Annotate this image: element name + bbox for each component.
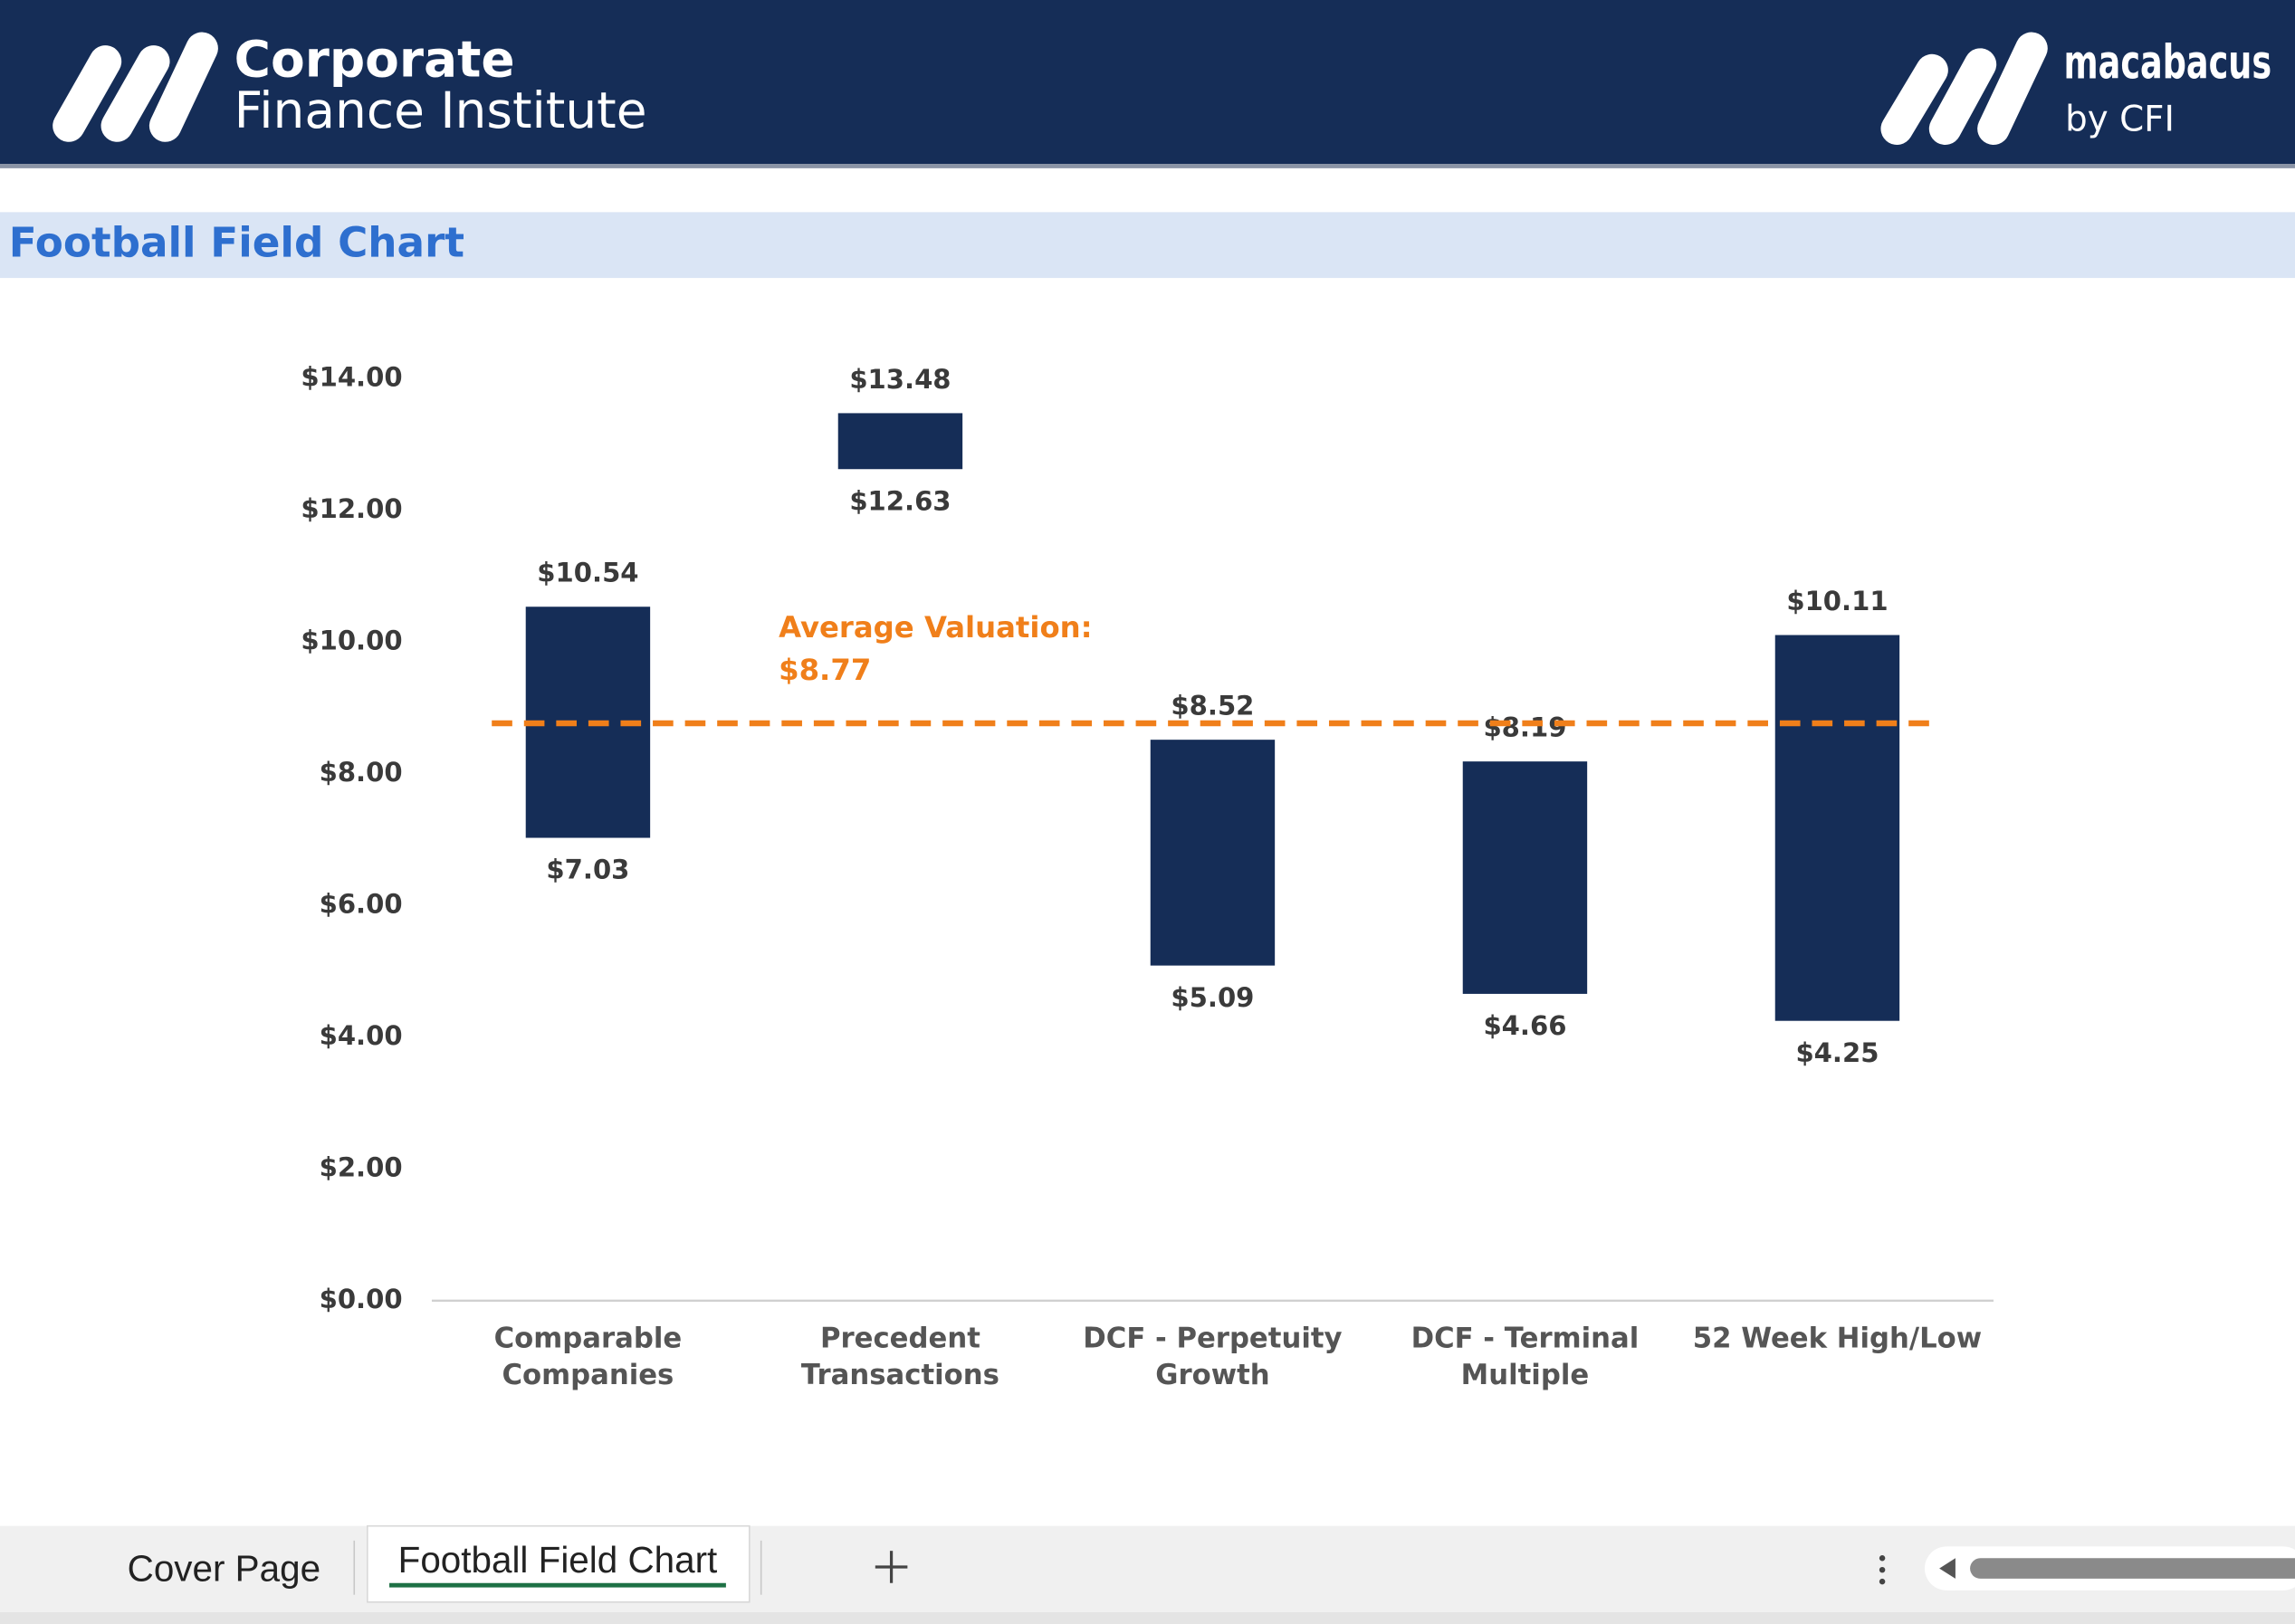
range-bar [837,413,963,470]
y-tick-label: $0.00 [320,1284,403,1314]
y-tick-label: $4.00 [320,1020,403,1051]
x-tick-label: DCF - Perpetuity Growth [1083,1323,1343,1392]
logo-stroke [148,32,218,142]
y-tick-label: $8.00 [320,757,403,788]
cfi-logo [53,32,218,142]
high-label: $10.11 [1786,586,1888,616]
low-label: $12.63 [849,485,951,516]
active-tab-underline [389,1582,726,1588]
x-label-box: Comparable Companies [493,1323,683,1392]
active-sheet-tab[interactable]: Football Field Chart [398,1539,718,1581]
low-label: $5.09 [1171,982,1254,1013]
average-value-label: $8.77 [779,653,871,687]
chart: $0.00 $2.00 $4.00 $6.00 $8.00 $10.00 $12.00 $14… [301,362,1983,1392]
high-label: $10.54 [537,558,638,588]
logo-stroke [1928,48,1997,146]
high-label: $8.52 [1171,691,1254,721]
status-strip [0,1612,2295,1624]
low-label: $4.25 [1795,1037,1879,1068]
add-sheet-button[interactable] [875,1551,908,1583]
partner-name: macabacus [2064,36,2272,91]
x-label-box: 52 Week High/Low [1692,1323,1983,1355]
more-button[interactable] [1879,1555,1886,1585]
x-label-box: Precedent Transactions [800,1323,999,1392]
partner-sub: by CFI [2065,100,2175,140]
logo-stroke [53,45,122,142]
brand-line1: Corporate [234,31,515,89]
section-band [0,212,2295,279]
scroll-left[interactable] [1939,1558,1956,1579]
x-tick-label: Precedent Transactions [800,1323,999,1392]
header-rule [0,164,2295,168]
range-bar [1774,635,1900,1021]
y-tick-label: $2.00 [320,1151,403,1182]
x-tick-label: 52 Week High/Low [1692,1323,1983,1355]
brand-line2: Finance Institute [234,81,647,139]
logo-stroke [1977,32,2048,146]
logo-stroke [1880,53,1948,146]
x-tick-label: Comparable Companies [493,1323,683,1392]
range-bar [1150,740,1276,966]
y-tick-label: $10.00 [301,626,402,656]
logo-stroke [100,45,170,142]
x-tick-label: DCF - Terminal Multiple [1410,1323,1640,1392]
scrollbar-thumb[interactable] [1970,1558,2295,1579]
average-label: Average Valuation: [779,610,1093,645]
dot [1879,1566,1886,1573]
section-title: Football Field Chart [9,219,464,267]
x-label-box: DCF - Terminal Multiple [1410,1323,1640,1392]
dot [1879,1555,1886,1562]
x-label-box: DCF - Perpetuity Growth [1083,1323,1343,1392]
sheet-tab[interactable]: Cover Page [128,1547,320,1589]
tabs: Cover Page Football Field Chart [128,1524,751,1603]
y-tick-label: $14.00 [301,362,402,393]
y-tick-label: $6.00 [320,888,403,919]
low-label: $7.03 [546,855,629,885]
y-tick-label: $12.00 [301,493,402,524]
active-tab-bg [366,1524,751,1603]
high-label: $8.19 [1483,712,1566,743]
macabacus-logo [1880,32,2048,146]
range-bar [1462,761,1588,994]
dot [1879,1578,1886,1585]
high-label: $13.48 [849,364,951,395]
low-label: $4.66 [1483,1010,1566,1041]
